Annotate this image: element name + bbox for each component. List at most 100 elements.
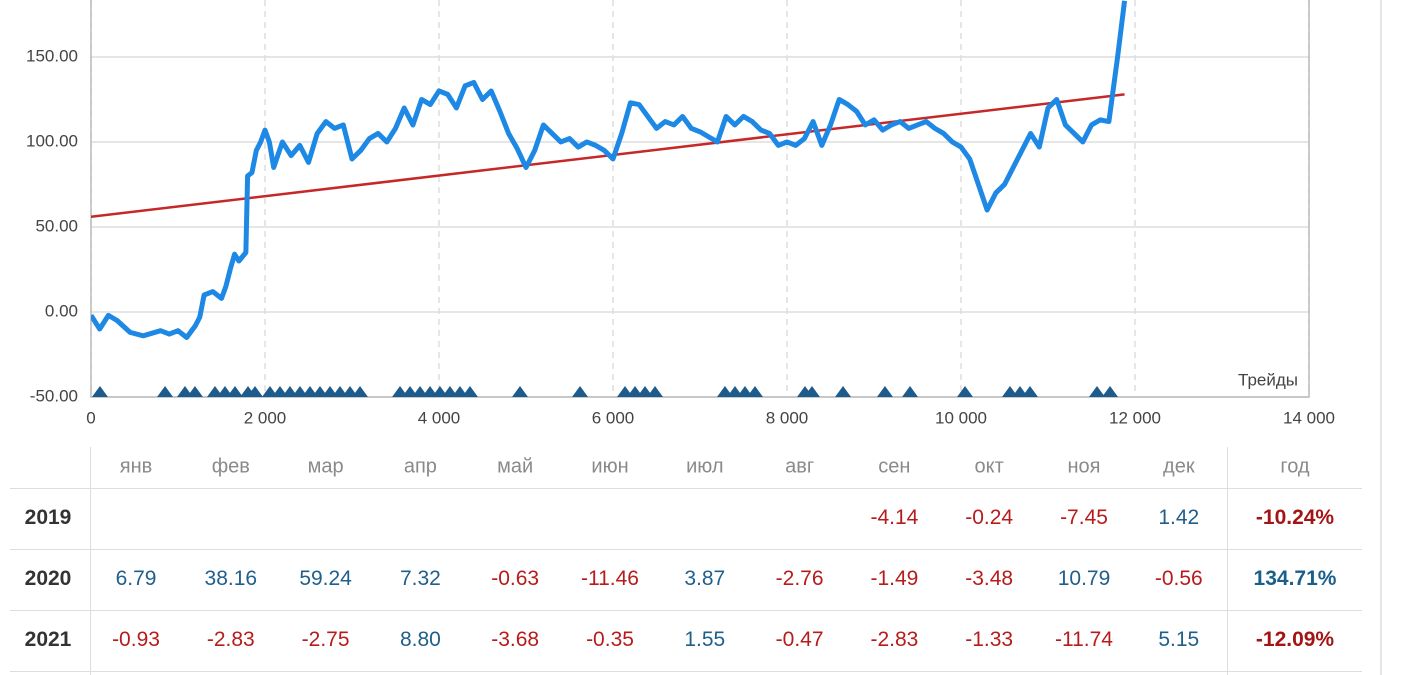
y-tick-label: 50.00 (35, 216, 78, 235)
trade-marker (451, 386, 468, 397)
row-year: 2020 (24, 567, 72, 590)
scrollbar (1380, 0, 1382, 675)
trade-marker (331, 386, 348, 397)
column-header: год (1280, 455, 1310, 478)
trade-marker (1021, 386, 1038, 397)
trade-marker (637, 386, 654, 397)
column-header: мар (307, 455, 344, 478)
column-header: июн (591, 455, 629, 478)
column-header: фев (211, 455, 250, 478)
trade-marker (441, 386, 458, 397)
trade-marker (301, 386, 318, 397)
trade-marker (736, 386, 753, 397)
year-return: 134.71% (1253, 567, 1337, 590)
trade-marker (835, 386, 852, 397)
x-tick-label: 6 000 (592, 408, 635, 427)
trade-marker (876, 386, 893, 397)
month-return: -7.45 (1060, 506, 1108, 529)
trade-marker (1102, 386, 1119, 397)
trade-marker (617, 386, 634, 397)
month-return: -3.48 (965, 567, 1014, 590)
trade-marker (392, 386, 409, 397)
trade-marker (1088, 386, 1105, 397)
trade-marker (572, 386, 589, 397)
row-year: 2019 (24, 506, 72, 529)
trade-marker (261, 386, 278, 397)
month-return: 6.79 (115, 567, 157, 590)
month-return: -0.63 (491, 567, 540, 590)
month-return: -4.14 (870, 506, 919, 529)
trade-marker (246, 386, 263, 397)
month-return: -1.49 (870, 567, 919, 590)
month-return: -2.76 (775, 567, 824, 590)
trade-marker (341, 386, 358, 397)
column-header: апр (403, 455, 437, 478)
trade-marker (271, 386, 288, 397)
month-return: -3.68 (491, 628, 540, 651)
trade-marker (321, 386, 338, 397)
trade-marker (461, 386, 478, 397)
column-header: сен (878, 455, 911, 478)
trade-marker (647, 386, 664, 397)
trade-marker (91, 386, 108, 397)
month-return: -2.83 (870, 628, 919, 651)
trade-marker (352, 386, 369, 397)
month-return: -11.74 (1055, 628, 1113, 651)
trade-marker (627, 386, 644, 397)
trade-marker (402, 386, 419, 397)
column-header: дек (1163, 455, 1195, 478)
month-return: -0.56 (1154, 567, 1203, 590)
trade-marker (412, 386, 429, 397)
trade-marker (226, 386, 243, 397)
month-return: 5.15 (1158, 628, 1200, 651)
trade-marker (157, 386, 174, 397)
x-tick-label: 2 000 (244, 408, 287, 427)
row-line (10, 549, 1362, 550)
equity-line (91, 0, 1128, 340)
x-tick-label: 8 000 (766, 408, 809, 427)
column-header: окт (974, 455, 1004, 478)
trade-marker (176, 386, 193, 397)
trade-marker (1001, 386, 1018, 397)
row-year: 2021 (24, 628, 72, 651)
trade-marker (511, 386, 528, 397)
month-return: -11.46 (581, 567, 639, 590)
month-return: -2.83 (206, 628, 255, 651)
y-tick-label: 100.00 (26, 131, 78, 150)
row-line (10, 488, 1362, 489)
x-tick-label: 14 000 (1283, 408, 1335, 427)
column-header: янв (119, 455, 153, 478)
month-return: 38.16 (204, 567, 258, 590)
month-return: 1.42 (1158, 506, 1200, 529)
month-return: -0.93 (112, 628, 160, 651)
row-line (10, 610, 1362, 611)
chart: Трейды -50.00 0.00 50.00 100.00 150.00 0 2 000… (26, 0, 1335, 427)
month-return: 1.55 (684, 628, 726, 651)
column-header: авг (785, 455, 815, 478)
y-tick-label: -50.00 (30, 386, 78, 405)
month-return: -0.47 (775, 628, 824, 651)
trade-marker (431, 386, 448, 397)
trade-marker (206, 386, 223, 397)
month-return: 59.24 (299, 567, 352, 590)
trade-marker (803, 386, 820, 397)
trade-marker (216, 386, 233, 397)
trade-marker (311, 386, 328, 397)
trade-marker (281, 386, 298, 397)
trade-marker (957, 386, 974, 397)
y-tick-label: 0.00 (45, 301, 78, 320)
column-line (1227, 447, 1228, 675)
trade-marker (746, 386, 763, 397)
trade-marker (726, 386, 743, 397)
month-return: -2.75 (301, 628, 350, 651)
month-return: -0.35 (586, 628, 634, 651)
x-tick-label: 0 (86, 408, 95, 427)
column-header: ноя (1067, 455, 1101, 478)
month-return: 7.32 (399, 567, 441, 590)
x-axis-label: Трейды (1238, 370, 1298, 389)
month-return: 3.87 (684, 567, 726, 590)
month-return: 10.79 (1057, 567, 1111, 590)
trade-marker (186, 386, 203, 397)
year-return: -12.09% (1255, 628, 1335, 651)
